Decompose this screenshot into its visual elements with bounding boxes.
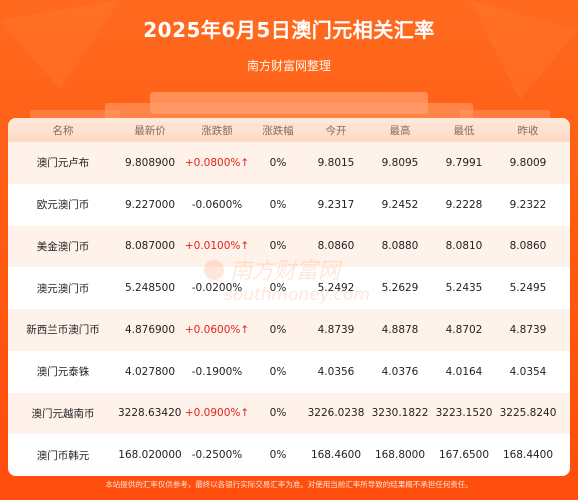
low-price: 4.8702 bbox=[445, 323, 483, 336]
column-header-prev-close: 昨收 bbox=[517, 124, 539, 137]
change-percent: 0% bbox=[269, 323, 287, 336]
high-price: 9.2452 bbox=[381, 198, 419, 211]
change-percent: 0% bbox=[269, 156, 287, 169]
low-price: 9.2228 bbox=[445, 198, 483, 211]
table-row: 澳门元越南币 3228.634200 +0.0900%↑ 0% 3226.023… bbox=[8, 392, 570, 435]
change-amount: +0.0800%↑ bbox=[184, 156, 250, 169]
change-amount: -0.2500% bbox=[191, 449, 243, 462]
open-price: 5.2492 bbox=[317, 282, 355, 295]
table-row: 澳门币韩元 168.020000 -0.2500% 0% 168.4600 16… bbox=[8, 434, 570, 476]
table-row: 澳元澳门币 5.248500 -0.0200% 0% 5.2492 5.2629… bbox=[8, 267, 570, 309]
open-price: 8.0860 bbox=[317, 240, 355, 253]
change-percent: 0% bbox=[269, 449, 287, 462]
change-amount: +0.0900%↑ bbox=[184, 407, 250, 420]
low-price: 9.7991 bbox=[445, 156, 483, 169]
latest-price: 8.087000 bbox=[124, 240, 176, 253]
prev-close: 4.0354 bbox=[509, 365, 547, 378]
change-percent: 0% bbox=[269, 240, 287, 253]
open-price: 9.8015 bbox=[317, 156, 355, 169]
table-row: 澳门元泰铢 4.027800 -0.1900% 0% 4.0356 4.0376… bbox=[8, 350, 570, 393]
high-price: 8.0880 bbox=[381, 240, 419, 253]
currency-pair: 美金澳门币 bbox=[36, 240, 90, 253]
change-amount: +0.0600%↑ bbox=[184, 323, 250, 336]
table-body: 澳门元卢布 9.808900 +0.0800%↑ 0% 9.8015 9.809… bbox=[8, 142, 570, 476]
latest-price: 4.876900 bbox=[124, 323, 176, 336]
page-title: 2025年6月5日澳门元相关汇率 bbox=[143, 18, 435, 42]
change-percent: 0% bbox=[269, 282, 287, 295]
change-percent: 0% bbox=[269, 407, 287, 420]
low-price: 5.2435 bbox=[445, 282, 483, 295]
latest-price: 4.027800 bbox=[124, 365, 176, 378]
low-price: 167.6500 bbox=[438, 449, 490, 462]
high-price: 3230.1822 bbox=[371, 407, 429, 420]
column-header-open: 今开 bbox=[325, 124, 347, 137]
currency-pair: 澳门币韩元 bbox=[36, 449, 90, 462]
column-header-latest: 最新价 bbox=[134, 124, 166, 137]
open-price: 4.0356 bbox=[317, 365, 355, 378]
column-header-name: 名称 bbox=[52, 124, 74, 137]
latest-price: 9.227000 bbox=[124, 198, 176, 211]
currency-pair: 欧元澳门币 bbox=[36, 199, 90, 212]
prev-close: 4.8739 bbox=[509, 323, 547, 336]
prev-close: 9.8009 bbox=[509, 156, 547, 169]
prev-close: 8.0860 bbox=[509, 240, 547, 253]
high-price: 4.8878 bbox=[381, 323, 419, 336]
currency-pair: 澳元澳门币 bbox=[36, 282, 90, 295]
prev-close: 168.4400 bbox=[502, 449, 554, 462]
prev-close: 3225.8240 bbox=[499, 407, 557, 420]
change-amount: +0.0100%↑ bbox=[184, 240, 250, 253]
page-subtitle: 南方财富网整理 bbox=[246, 59, 331, 73]
prev-close: 5.2495 bbox=[509, 282, 547, 295]
table-row: 欧元澳门币 9.227000 -0.0600% 0% 9.2317 9.2452… bbox=[8, 183, 570, 226]
open-price: 9.2317 bbox=[317, 198, 355, 211]
change-amount: -0.0600% bbox=[191, 198, 243, 211]
column-header-high: 最高 bbox=[389, 124, 411, 137]
latest-price: 168.020000 bbox=[118, 449, 182, 462]
rate-table: 名称 最新价 涨跌额 涨跌幅 今开 最高 最低 昨收 澳门元卢布 9.80890… bbox=[8, 118, 570, 476]
high-price: 4.0376 bbox=[381, 365, 419, 378]
high-price: 168.8000 bbox=[374, 449, 426, 462]
open-price: 168.4600 bbox=[310, 449, 362, 462]
column-header-low: 最低 bbox=[453, 124, 475, 137]
change-percent: 0% bbox=[269, 198, 287, 211]
currency-pair: 澳门元泰铢 bbox=[36, 366, 90, 379]
open-price: 3226.0238 bbox=[307, 407, 365, 420]
change-amount: -0.0200% bbox=[191, 282, 243, 295]
low-price: 3223.1520 bbox=[435, 407, 493, 420]
column-header-change: 涨跌额 bbox=[201, 124, 233, 137]
low-price: 8.0810 bbox=[445, 240, 483, 253]
change-percent: 0% bbox=[269, 365, 287, 378]
disclaimer: 本站提供的汇率仅供参考，最终以各银行实际交易汇率为准。对使用当前汇率所导致的结果… bbox=[105, 480, 473, 489]
latest-price: 9.808900 bbox=[124, 156, 176, 169]
table-row: 澳门元卢布 9.808900 +0.0800%↑ 0% 9.8015 9.809… bbox=[8, 142, 570, 184]
low-price: 4.0164 bbox=[445, 365, 483, 378]
high-price: 5.2629 bbox=[381, 282, 419, 295]
table-row: 美金澳门币 8.087000 +0.0100%↑ 0% 8.0860 8.088… bbox=[8, 225, 570, 268]
latest-price: 3228.634200 bbox=[118, 407, 182, 420]
open-price: 4.8739 bbox=[317, 323, 355, 336]
currency-pair: 澳门元卢布 bbox=[36, 157, 90, 170]
currency-pair: 新西兰币澳门币 bbox=[26, 324, 100, 337]
table-row: 新西兰币澳门币 4.876900 +0.0600%↑ 0% 4.8739 4.8… bbox=[8, 309, 570, 351]
column-header-change-pct: 涨跌幅 bbox=[262, 124, 294, 137]
change-amount: -0.1900% bbox=[191, 365, 243, 378]
high-price: 9.8095 bbox=[381, 156, 419, 169]
prev-close: 9.2322 bbox=[509, 198, 547, 211]
currency-pair: 澳门元越南币 bbox=[31, 407, 95, 420]
latest-price: 5.248500 bbox=[124, 282, 176, 295]
table-header: 名称 最新价 涨跌额 涨跌幅 今开 最高 最低 昨收 bbox=[8, 118, 570, 142]
